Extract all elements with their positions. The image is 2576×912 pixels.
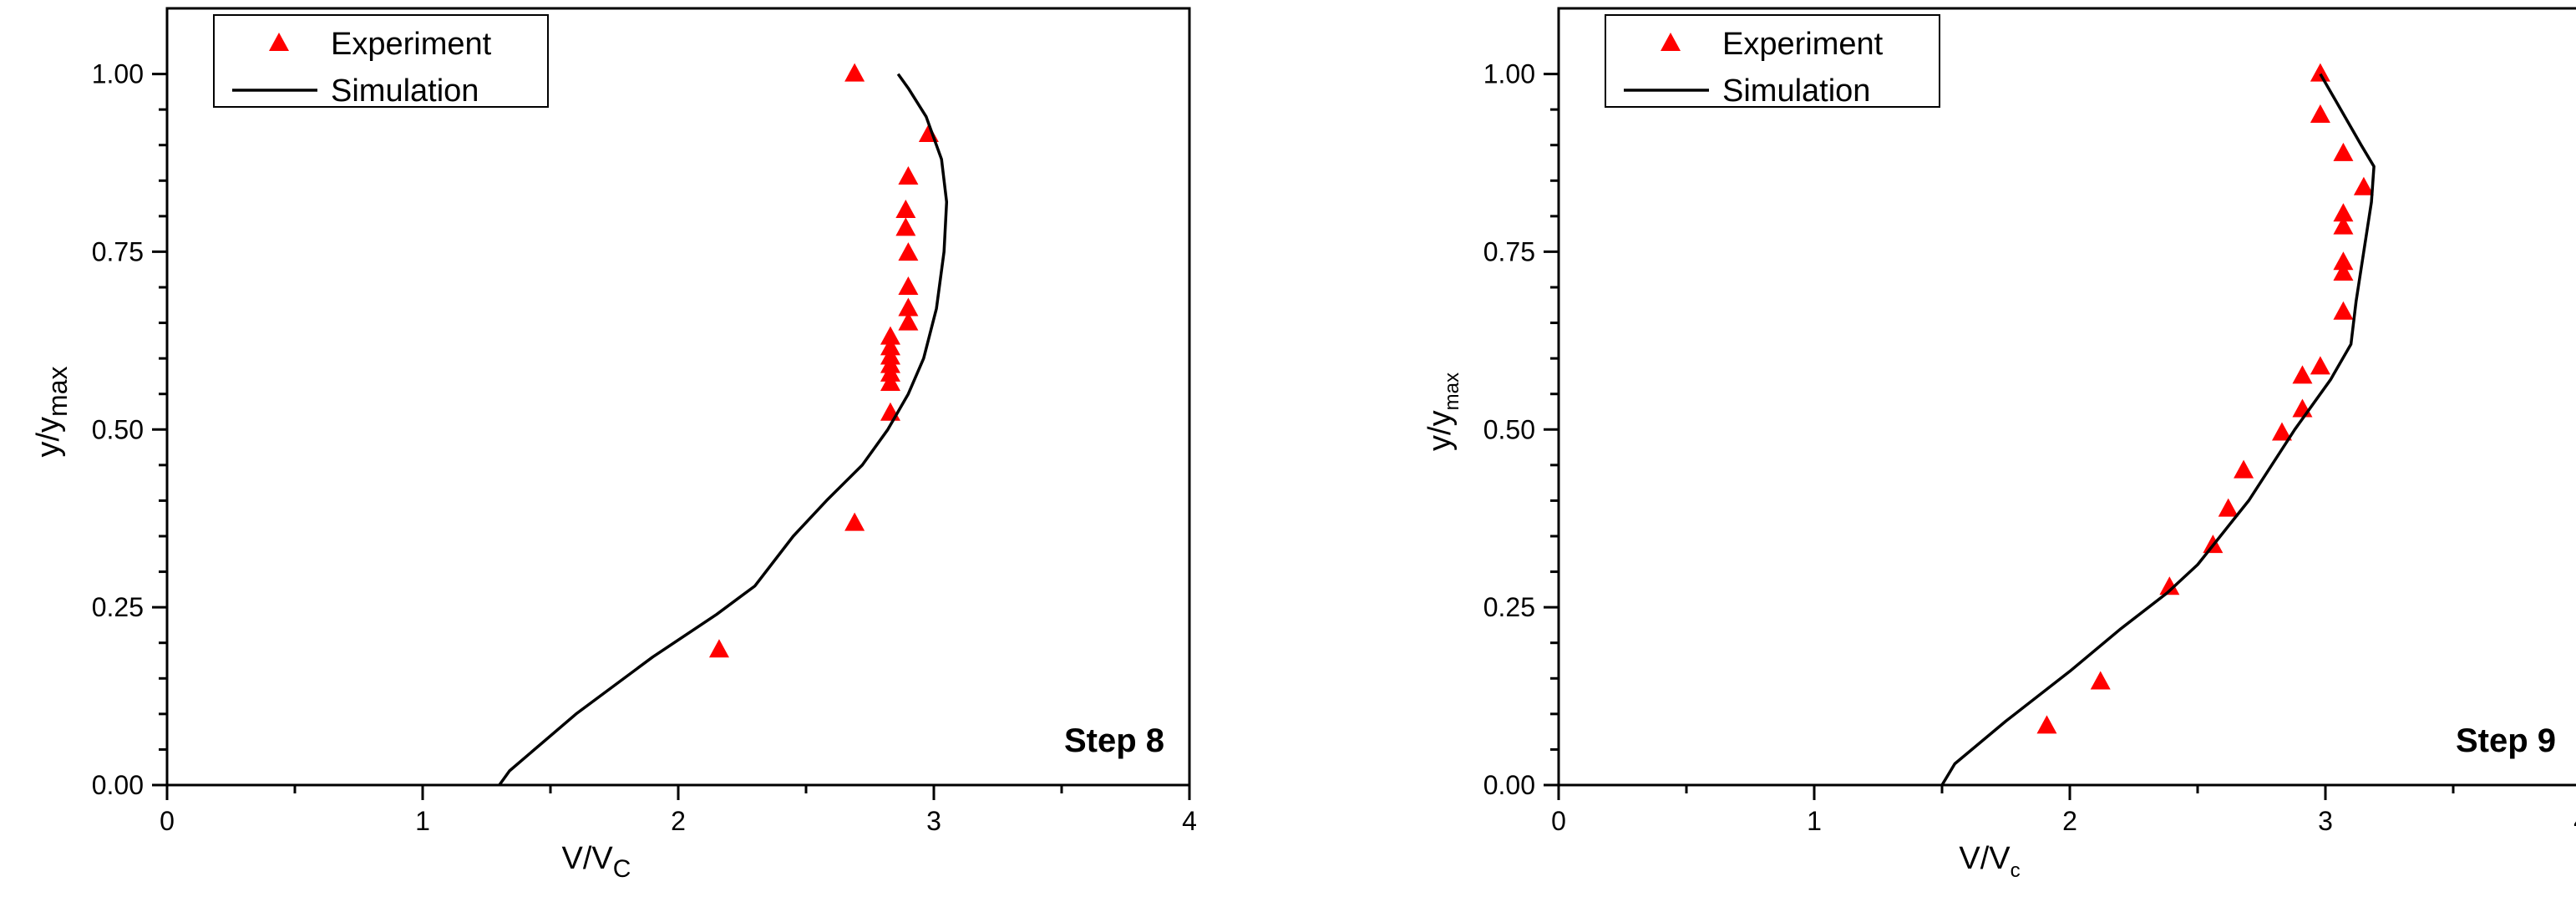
series-simulation <box>498 73 949 787</box>
plot-frame <box>1557 7 2576 787</box>
y-axis-title: y/ymax <box>1422 372 1463 451</box>
y-axis-title-main: y/y <box>1422 410 1458 451</box>
experiment-marker <box>2159 576 2180 595</box>
x-axis-title-subscript: C <box>613 855 631 883</box>
simulation-line <box>1940 73 2376 786</box>
legend-marker-swatch <box>1661 33 1681 51</box>
legend: Experiment Simulation <box>1605 14 1940 109</box>
experiment-marker <box>2310 104 2330 123</box>
chart-panel-step-8: 0 1 2 3 4 0.00 0.25 0.50 0.75 1.00 V/VC y/ymax Exper… <box>31 7 1197 883</box>
y-tick-label: 1.00 <box>92 59 144 89</box>
y-axis-ticks: 0.00 0.25 0.50 0.75 1.00 <box>92 59 167 800</box>
y-tick-label: 0.00 <box>1483 770 1535 800</box>
chart-step-9: 0 1 2 3 4 0.00 0.25 0.50 0.75 1.00 V/Vc y/ymax Exper… <box>1422 7 2576 882</box>
experiment-marker <box>2218 498 2239 517</box>
experiment-marker <box>895 217 916 236</box>
experiment-marker <box>2333 261 2354 281</box>
legend-marker-swatch <box>269 33 289 51</box>
experiment-marker <box>898 166 919 185</box>
step-annotation: Step 8 <box>1064 722 1164 759</box>
x-tick-label: 1 <box>1807 806 1822 836</box>
experiment-marker <box>2333 203 2354 222</box>
experiment-marker <box>844 63 865 82</box>
series-simulation <box>1940 73 2376 786</box>
experiment-marker <box>880 362 900 382</box>
y-tick-label: 0.25 <box>1483 592 1535 622</box>
experiment-marker <box>898 312 919 331</box>
experiment-marker <box>2333 142 2354 161</box>
experiment-marker <box>844 512 865 531</box>
step-annotation: Step 9 <box>2456 722 2556 759</box>
experiment-marker <box>898 297 919 317</box>
experiment-marker <box>880 372 900 391</box>
plot-border <box>1557 7 2576 787</box>
y-tick-label: 0.00 <box>92 770 144 800</box>
chart-panel-step-9: 0 1 2 3 4 0.00 0.25 0.50 0.75 1.00 V/Vc y/ymax Exper… <box>1288 0 2576 912</box>
experiment-marker <box>2036 715 2057 734</box>
x-tick-label: 0 <box>1551 806 1566 836</box>
x-axis-title: V/VC <box>562 841 631 883</box>
x-tick-label: 1 <box>415 806 430 836</box>
x-axis-title: V/Vc <box>1959 841 2020 882</box>
experiment-marker <box>2310 63 2330 82</box>
plot-frame <box>165 7 1191 787</box>
x-axis-title-subscript: c <box>2011 859 2021 882</box>
experiment-marker <box>2090 671 2111 690</box>
y-axis-title-subscript: max <box>43 366 73 416</box>
experiment-marker <box>880 337 900 356</box>
legend: Experiment Simulation <box>213 14 549 109</box>
y-axis-title: y/ymax <box>31 366 73 457</box>
x-tick-label: 2 <box>2062 806 2077 836</box>
experiment-marker <box>2353 176 2374 195</box>
experiment-marker <box>898 242 919 261</box>
experiment-marker <box>2292 365 2313 384</box>
experiment-marker <box>2271 422 2292 441</box>
x-axis-title-main: V/V <box>562 841 614 876</box>
y-axis-ticks: 0.00 0.25 0.50 0.75 1.00 <box>1483 59 1559 800</box>
experiment-marker <box>2333 215 2354 235</box>
x-tick-label: 3 <box>926 806 941 836</box>
plot-border <box>165 7 1191 787</box>
experiment-marker <box>895 200 916 219</box>
y-tick-label: 0.50 <box>92 414 144 444</box>
y-tick-label: 0.75 <box>1483 236 1535 266</box>
series-experiment <box>2036 63 2374 734</box>
experiment-marker <box>2333 301 2354 320</box>
x-tick-label: 3 <box>2318 806 2333 836</box>
legend-label: Experiment <box>1722 27 1884 62</box>
x-tick-label: 4 <box>1182 806 1197 836</box>
experiment-marker <box>2310 356 2330 375</box>
series-experiment <box>708 63 939 658</box>
y-axis-title-subscript: max <box>1441 372 1463 410</box>
y-tick-label: 1.00 <box>1483 59 1535 89</box>
x-tick-label: 0 <box>160 806 175 836</box>
legend-label: Simulation <box>1722 73 1870 109</box>
experiment-marker <box>2234 459 2254 479</box>
y-tick-label: 0.75 <box>92 236 144 266</box>
experiment-marker <box>708 639 729 658</box>
x-axis-ticks: 0 1 2 3 4 <box>1551 785 2576 836</box>
experiment-marker <box>898 276 919 295</box>
experiment-marker <box>2333 251 2354 271</box>
x-tick-label: 2 <box>671 806 686 836</box>
y-tick-label: 0.50 <box>1483 414 1535 444</box>
simulation-line <box>498 73 949 787</box>
y-axis-title-main: y/y <box>31 417 66 458</box>
experiment-marker <box>880 326 900 345</box>
chart-step-8: 0 1 2 3 40.000.250.500.751.00V/VCy/ymaxExper… <box>31 7 1197 883</box>
y-tick-label: 0.25 <box>92 592 144 622</box>
legend-label: Simulation <box>331 73 479 109</box>
legend-label: Experiment <box>331 27 492 62</box>
x-axis-title-main: V/V <box>1959 841 2011 876</box>
x-tick-label: 4 <box>2573 806 2576 836</box>
x-axis-ticks: 0 1 2 3 4 <box>160 785 1197 836</box>
